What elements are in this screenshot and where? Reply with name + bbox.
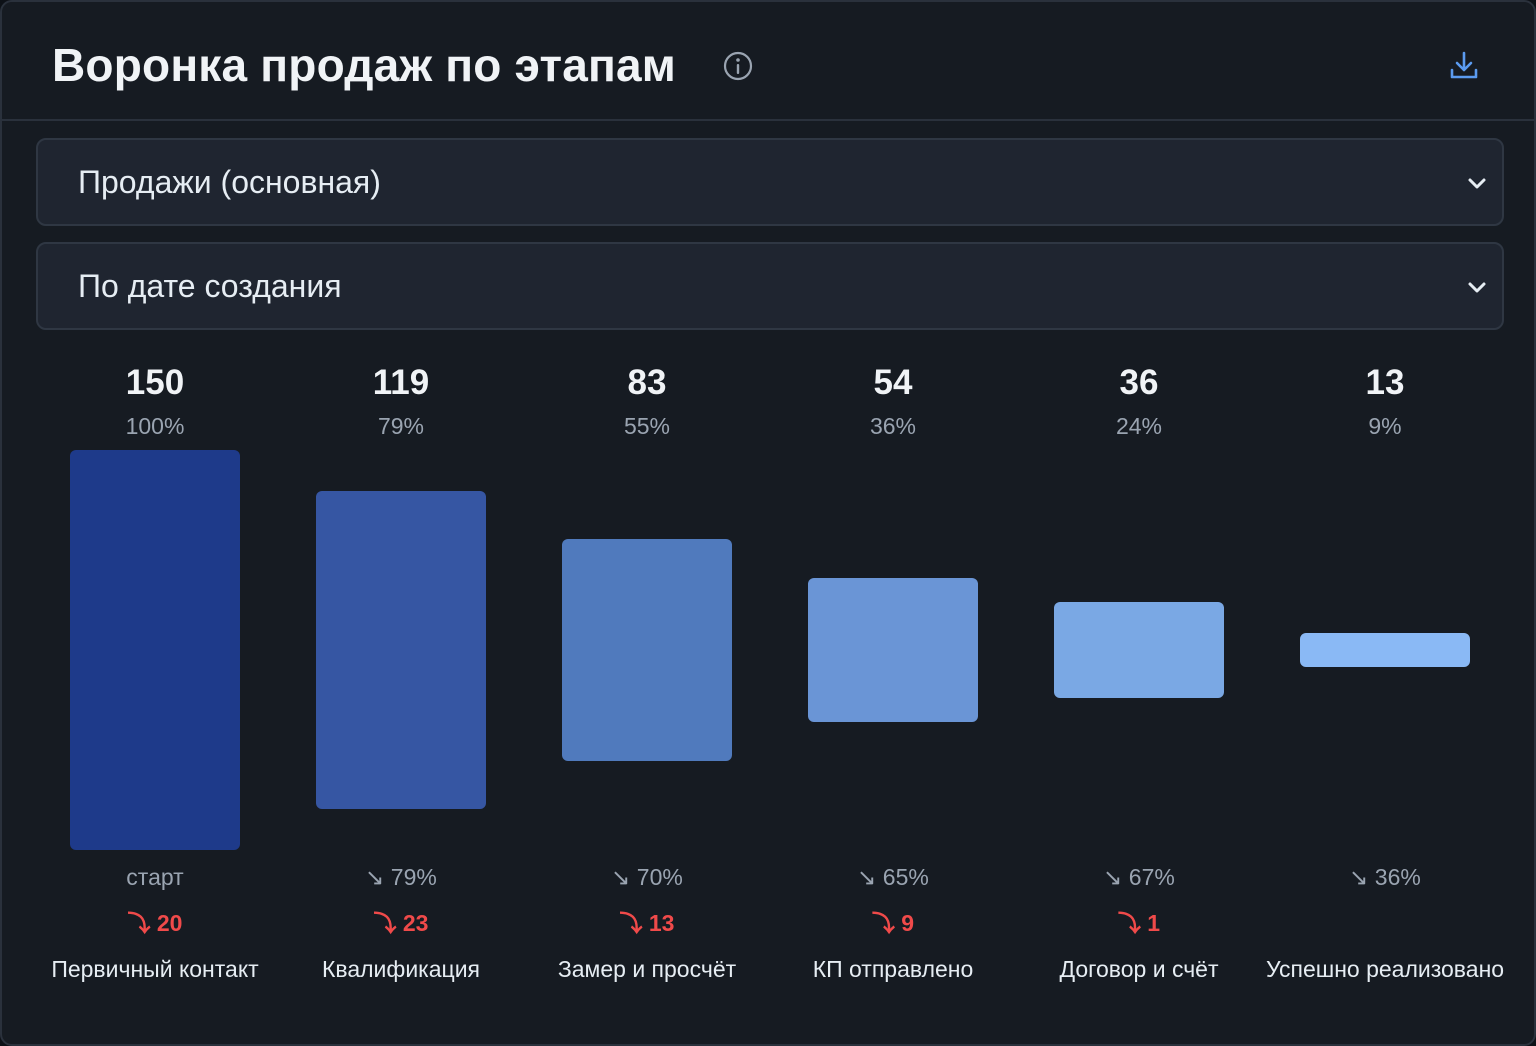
stage-label: Первичный контакт [51, 956, 259, 982]
stage-label: Замер и просчёт [557, 956, 737, 982]
funnel-bar[interactable] [1054, 602, 1224, 698]
pipeline-select-value: Продажи (основная) [78, 164, 381, 200]
stage-lost: ⤵ 20 [127, 910, 183, 936]
funnel-bar[interactable] [316, 491, 486, 809]
stage-label: Квалификация [321, 956, 481, 982]
stage-percent: 36% [869, 413, 917, 439]
stage-count: 150 [125, 363, 185, 402]
stage-lost: ⤵ 1 [1117, 910, 1161, 936]
stage-conversion: ↘ 65% [857, 864, 929, 890]
stage-lost: ⤵ 9 [871, 910, 915, 936]
stage-count: 54 [873, 363, 913, 402]
chevron-down-icon [1468, 282, 1486, 293]
stage-percent: 9% [1368, 413, 1402, 439]
stage-percent: 55% [623, 413, 671, 439]
stage-label: Успешно реализовано [1265, 956, 1505, 982]
stage-percent: 79% [377, 413, 425, 439]
stage-count: 13 [1365, 363, 1405, 402]
date-mode-select-value: По дате создания [78, 268, 342, 304]
stage-count: 36 [1119, 363, 1159, 402]
stage-percent: 100% [125, 413, 185, 439]
funnel-bar[interactable] [808, 578, 978, 722]
stage-conversion: ↘ 67% [1103, 864, 1175, 890]
funnel-bar[interactable] [1300, 632, 1470, 668]
stage-conversion: ↘ 70% [611, 864, 683, 890]
page-title: Воронка продаж по этапам [52, 39, 677, 91]
stage-count: 83 [627, 363, 667, 402]
info-icon[interactable] [722, 50, 754, 82]
stage-conversion: ↘ 36% [1349, 864, 1421, 890]
chevron-down-icon [1468, 178, 1486, 189]
stage-count: 119 [372, 363, 430, 402]
funnel-bar[interactable] [562, 539, 732, 761]
stage-conversion: ↘ 79% [365, 864, 437, 890]
download-icon[interactable] [1446, 48, 1482, 84]
stage-label: Договор и счёт [1059, 956, 1219, 982]
funnel-bar[interactable] [70, 450, 240, 850]
panel-header: Воронка продаж по этапам [2, 2, 1534, 121]
stage-lost: ⤵ 13 [619, 910, 675, 936]
stage-conversion: старт [126, 864, 184, 890]
pipeline-select[interactable]: Продажи (основная) [36, 138, 1504, 226]
date-mode-select[interactable]: По дате создания [36, 242, 1504, 330]
stage-lost: ⤵ 23 [373, 910, 429, 936]
stage-percent: 24% [1115, 413, 1163, 439]
stage-label: КП отправлено [812, 956, 974, 982]
